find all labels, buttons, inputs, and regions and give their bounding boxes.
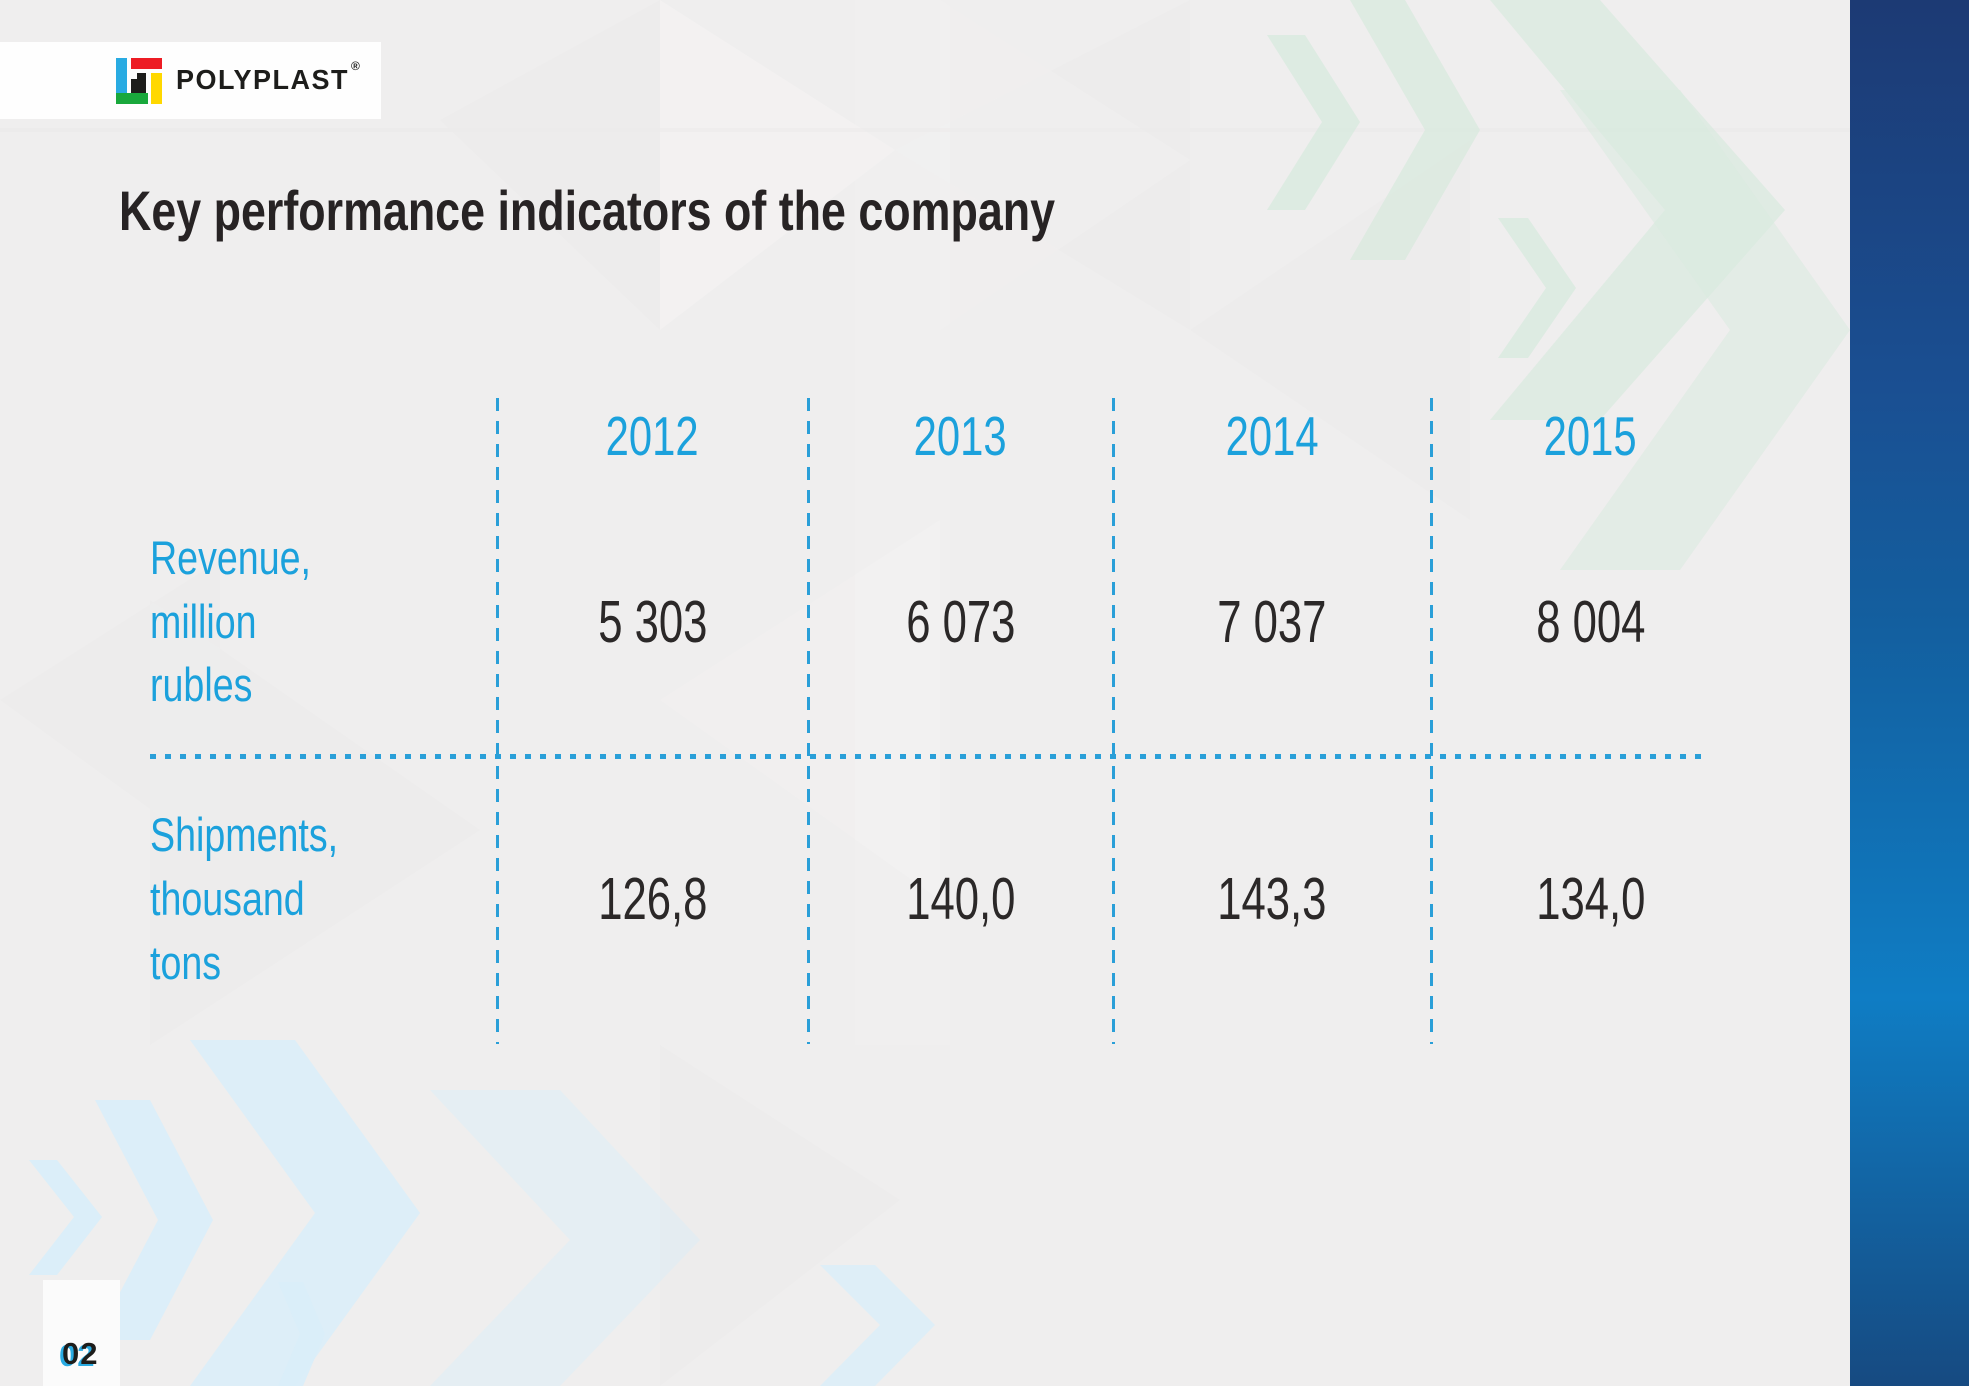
shipments-value-2015: 134,0 [1535,866,1646,932]
logo-brand-name: POLYPLAST ® [176,58,362,96]
shipments-value-2014: 143,3 [1217,866,1327,932]
column-divider-4 [1430,398,1433,1044]
row-label-shipments: Shipments, thousand tons [150,808,339,989]
year-header-2012: 2012 [605,405,699,467]
logo-strip: POLYPLAST ® [0,42,381,119]
page-title: Key performance indicators of the compan… [119,179,1056,242]
revenue-value-2012: 5 303 [597,588,708,655]
shipments-value-2013: 140,0 [905,866,1016,932]
polyplast-logo-icon [116,57,162,104]
page-number-box [43,1280,120,1386]
column-divider-2 [807,398,810,1044]
page-number: 02 02 [59,1336,99,1373]
year-header-2015: 2015 [1543,405,1637,467]
shipments-value-2012: 126,8 [597,866,708,932]
page-number-accent: 02 [59,1338,96,1373]
row-label-revenue: Revenue, million rubles [150,530,311,712]
registered-trademark-symbol: ® [351,58,362,73]
table-corner-cell [150,398,497,488]
row-divider [150,754,1703,759]
blue-chevrons-decoration [29,1040,935,1386]
sidebar-accent-bar [1850,0,1969,1386]
polyplast-logo: POLYPLAST ® [116,57,362,104]
column-divider-1 [496,398,499,1044]
revenue-value-2013: 6 073 [905,588,1016,655]
column-divider-3 [1112,398,1115,1044]
kpi-table: 2012 2013 2014 2015 Revenue, million rub… [150,398,1750,1043]
year-header-2013: 2013 [913,405,1007,467]
revenue-value-2014: 7 037 [1217,588,1327,655]
year-header-2014: 2014 [1225,405,1319,467]
revenue-value-2015: 8 004 [1535,588,1646,655]
